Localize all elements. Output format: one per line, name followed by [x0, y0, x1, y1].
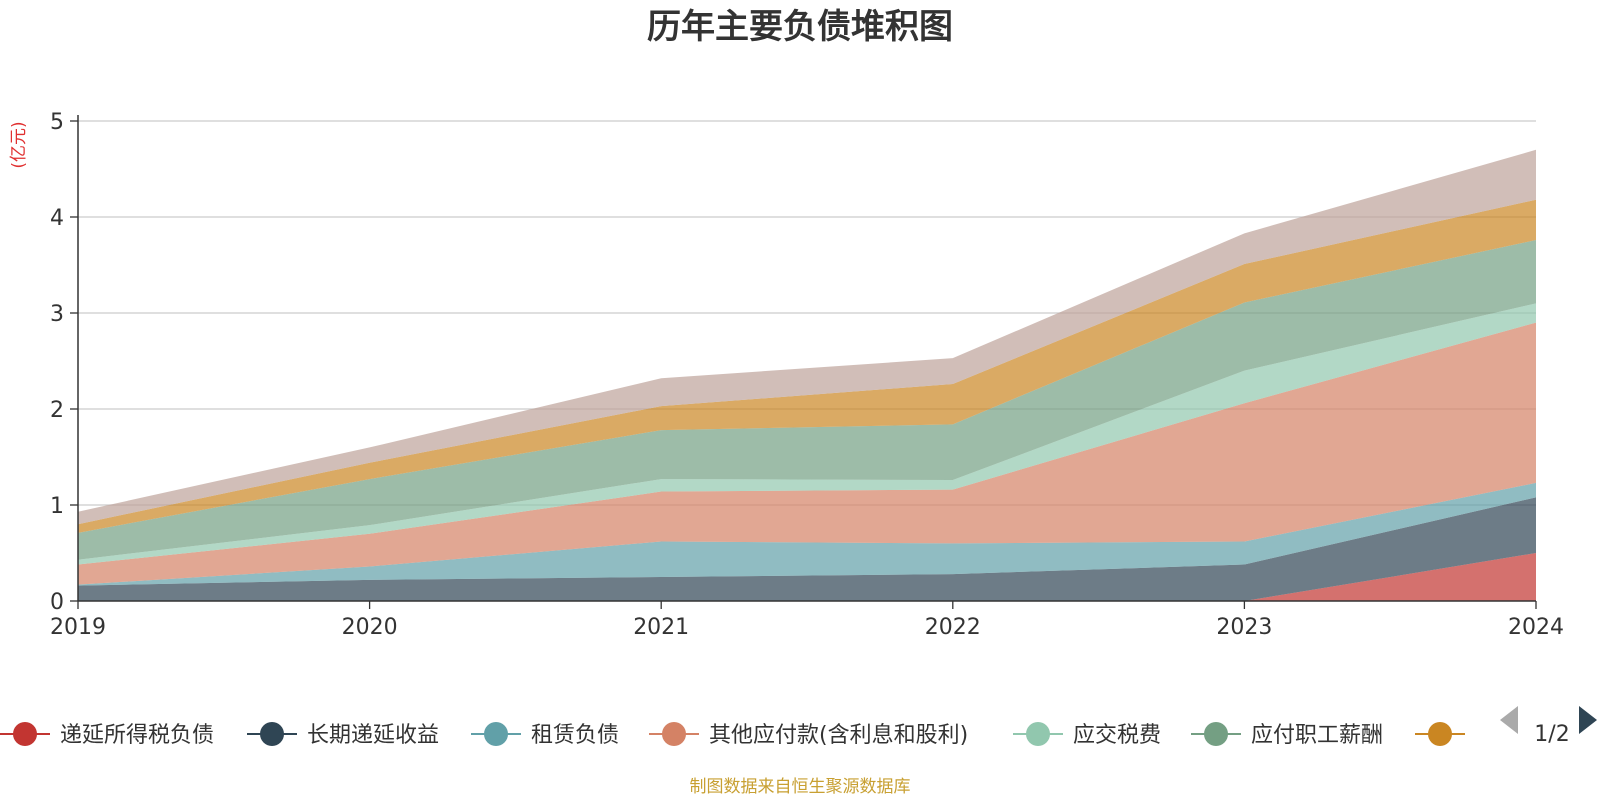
chart-title: 历年主要负债堆积图 — [647, 7, 953, 47]
legend-marker — [1204, 722, 1228, 746]
x-tick-label: 2024 — [1508, 615, 1564, 640]
legend: 递延所得税负债 长期递延收益 租赁负债 其他应付款(含利息和股利) 应交税费 应付职工薪酬… — [0, 722, 1497, 748]
area-series-1 — [78, 497, 1536, 601]
area-series-7 — [78, 149, 1536, 525]
legend-item[interactable]: 应付职工薪酬 — [1191, 722, 1383, 748]
legend-pager: 1/2 — [1500, 706, 1597, 747]
legend-item[interactable]: 递延所得税负债 — [0, 722, 214, 748]
legend-item[interactable]: 租赁负债 — [471, 722, 619, 748]
triangle-right-icon[interactable] — [1579, 706, 1597, 734]
area-series-2 — [78, 482, 1536, 586]
legend-label: 长期递延收益 — [307, 723, 439, 748]
legend-item[interactable]: 应交税费 — [1013, 722, 1161, 748]
x-tick-label: 2020 — [342, 615, 398, 640]
data-source-note: 制图数据来自恒生聚源数据库 — [690, 777, 911, 797]
area-series-6 — [78, 199, 1536, 533]
x-tick-label: 2022 — [925, 615, 981, 640]
legend-marker — [13, 722, 37, 746]
legend-marker — [484, 722, 508, 746]
legend-page-indicator: 1/2 — [1534, 722, 1569, 747]
area-series-3 — [78, 322, 1536, 585]
y-tick-label: 1 — [50, 494, 64, 519]
x-tick-label: 2021 — [633, 615, 689, 640]
y-tick-label: 5 — [50, 110, 64, 135]
legend-marker — [260, 722, 284, 746]
plot-areas — [78, 149, 1536, 601]
legend-marker — [1428, 722, 1452, 746]
legend-label: 应交税费 — [1073, 723, 1161, 748]
legend-item[interactable]: 应 — [1415, 722, 1497, 748]
y-tick-label: 0 — [50, 590, 64, 615]
legend-marker — [1026, 722, 1050, 746]
legend-label: 递延所得税负债 — [60, 723, 214, 748]
legend-label: 应 — [1475, 723, 1497, 748]
axes: 0 1 2 3 4 5 2019 2020 2021 2022 2023 2024 — [50, 110, 1564, 640]
legend-item[interactable]: 长期递延收益 — [247, 722, 439, 748]
y-axis-unit-label: (亿元) — [9, 121, 29, 168]
legend-marker — [662, 722, 686, 746]
area-series-0 — [78, 553, 1536, 601]
x-tick-label: 2019 — [50, 615, 106, 640]
y-tick-label: 4 — [50, 206, 64, 231]
triangle-left-icon[interactable] — [1500, 706, 1518, 734]
legend-label: 其他应付款(含利息和股利) — [709, 723, 968, 748]
area-series-5 — [78, 240, 1536, 560]
legend-label: 租赁负债 — [531, 723, 619, 748]
legend-item[interactable]: 其他应付款(含利息和股利) — [649, 722, 968, 748]
y-tick-label: 3 — [50, 302, 64, 327]
legend-label: 应付职工薪酬 — [1251, 723, 1383, 748]
x-tick-label: 2023 — [1216, 615, 1272, 640]
y-tick-label: 2 — [50, 398, 64, 423]
